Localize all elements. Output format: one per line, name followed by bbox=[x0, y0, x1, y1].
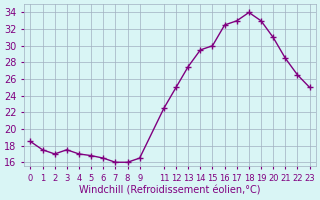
X-axis label: Windchill (Refroidissement éolien,°C): Windchill (Refroidissement éolien,°C) bbox=[79, 186, 261, 196]
